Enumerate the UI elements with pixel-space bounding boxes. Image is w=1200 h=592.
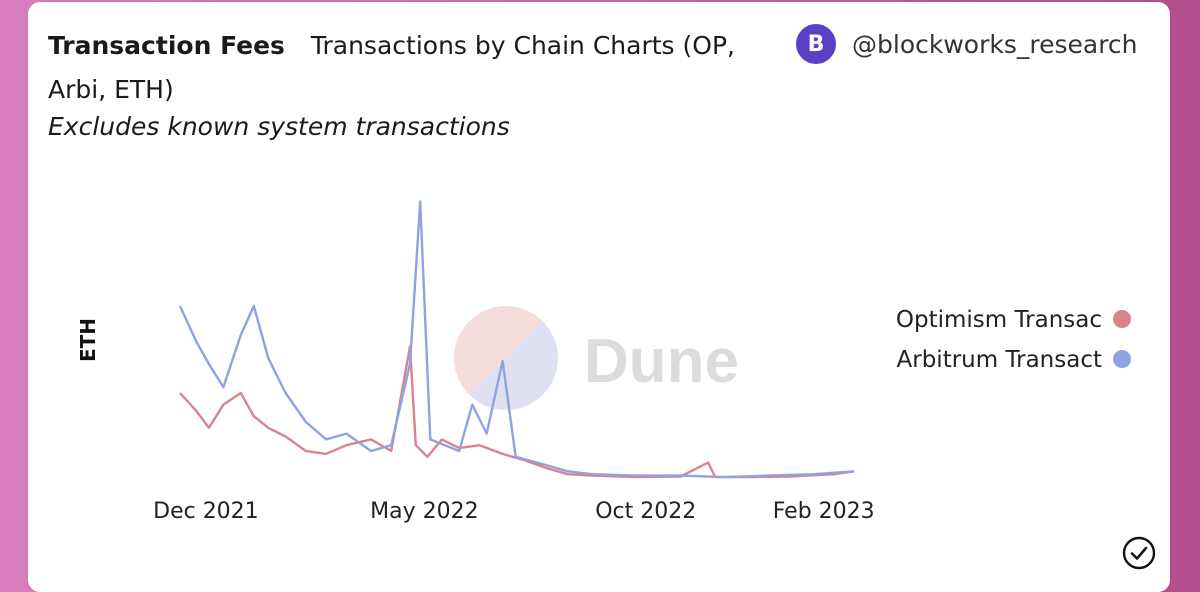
- optimism-series-line[interactable]: [179, 345, 855, 479]
- watermark-text: Dune: [584, 327, 739, 396]
- x-tick-label: Oct 2022: [595, 499, 696, 524]
- legend-swatch[interactable]: [1113, 350, 1131, 368]
- x-axis: Dec 2021 May 2022 Oct 2022 Feb 2023: [153, 499, 875, 524]
- x-tick-label: May 2022: [370, 499, 478, 524]
- chart-title-block: Transaction Fees Transactions by Chain C…: [48, 24, 748, 112]
- x-tick-label: Feb 2023: [773, 499, 875, 524]
- y-axis-label: ETH: [76, 318, 100, 362]
- series-lines: [178, 200, 855, 479]
- legend-label[interactable]: Arbitrum Transact: [897, 347, 1102, 373]
- check-icon[interactable]: [1122, 536, 1156, 570]
- author-link[interactable]: B @blockworks_research: [796, 22, 1138, 66]
- chart-subtitle: Excludes known system transactions: [48, 112, 510, 141]
- avatar[interactable]: B: [796, 24, 836, 64]
- query-title[interactable]: Transaction Fees: [48, 31, 285, 60]
- arbitrum-series-line[interactable]: [178, 200, 855, 479]
- dune-logo-icon: [454, 306, 558, 410]
- chart-name-line1: Transactions by Chain Charts (OP,: [310, 31, 735, 60]
- legend-swatch[interactable]: [1113, 310, 1131, 328]
- legend: Optimism Transac Arbitrum Transact: [896, 307, 1131, 373]
- x-tick-label: Dec 2021: [153, 499, 259, 524]
- chart-name-line2: Arbi, ETH): [48, 75, 174, 104]
- chart-card: Transaction Fees Transactions by Chain C…: [28, 2, 1170, 592]
- legend-label[interactable]: Optimism Transac: [896, 307, 1102, 333]
- author-handle[interactable]: @blockworks_research: [852, 29, 1138, 59]
- watermark: Dune: [454, 306, 739, 410]
